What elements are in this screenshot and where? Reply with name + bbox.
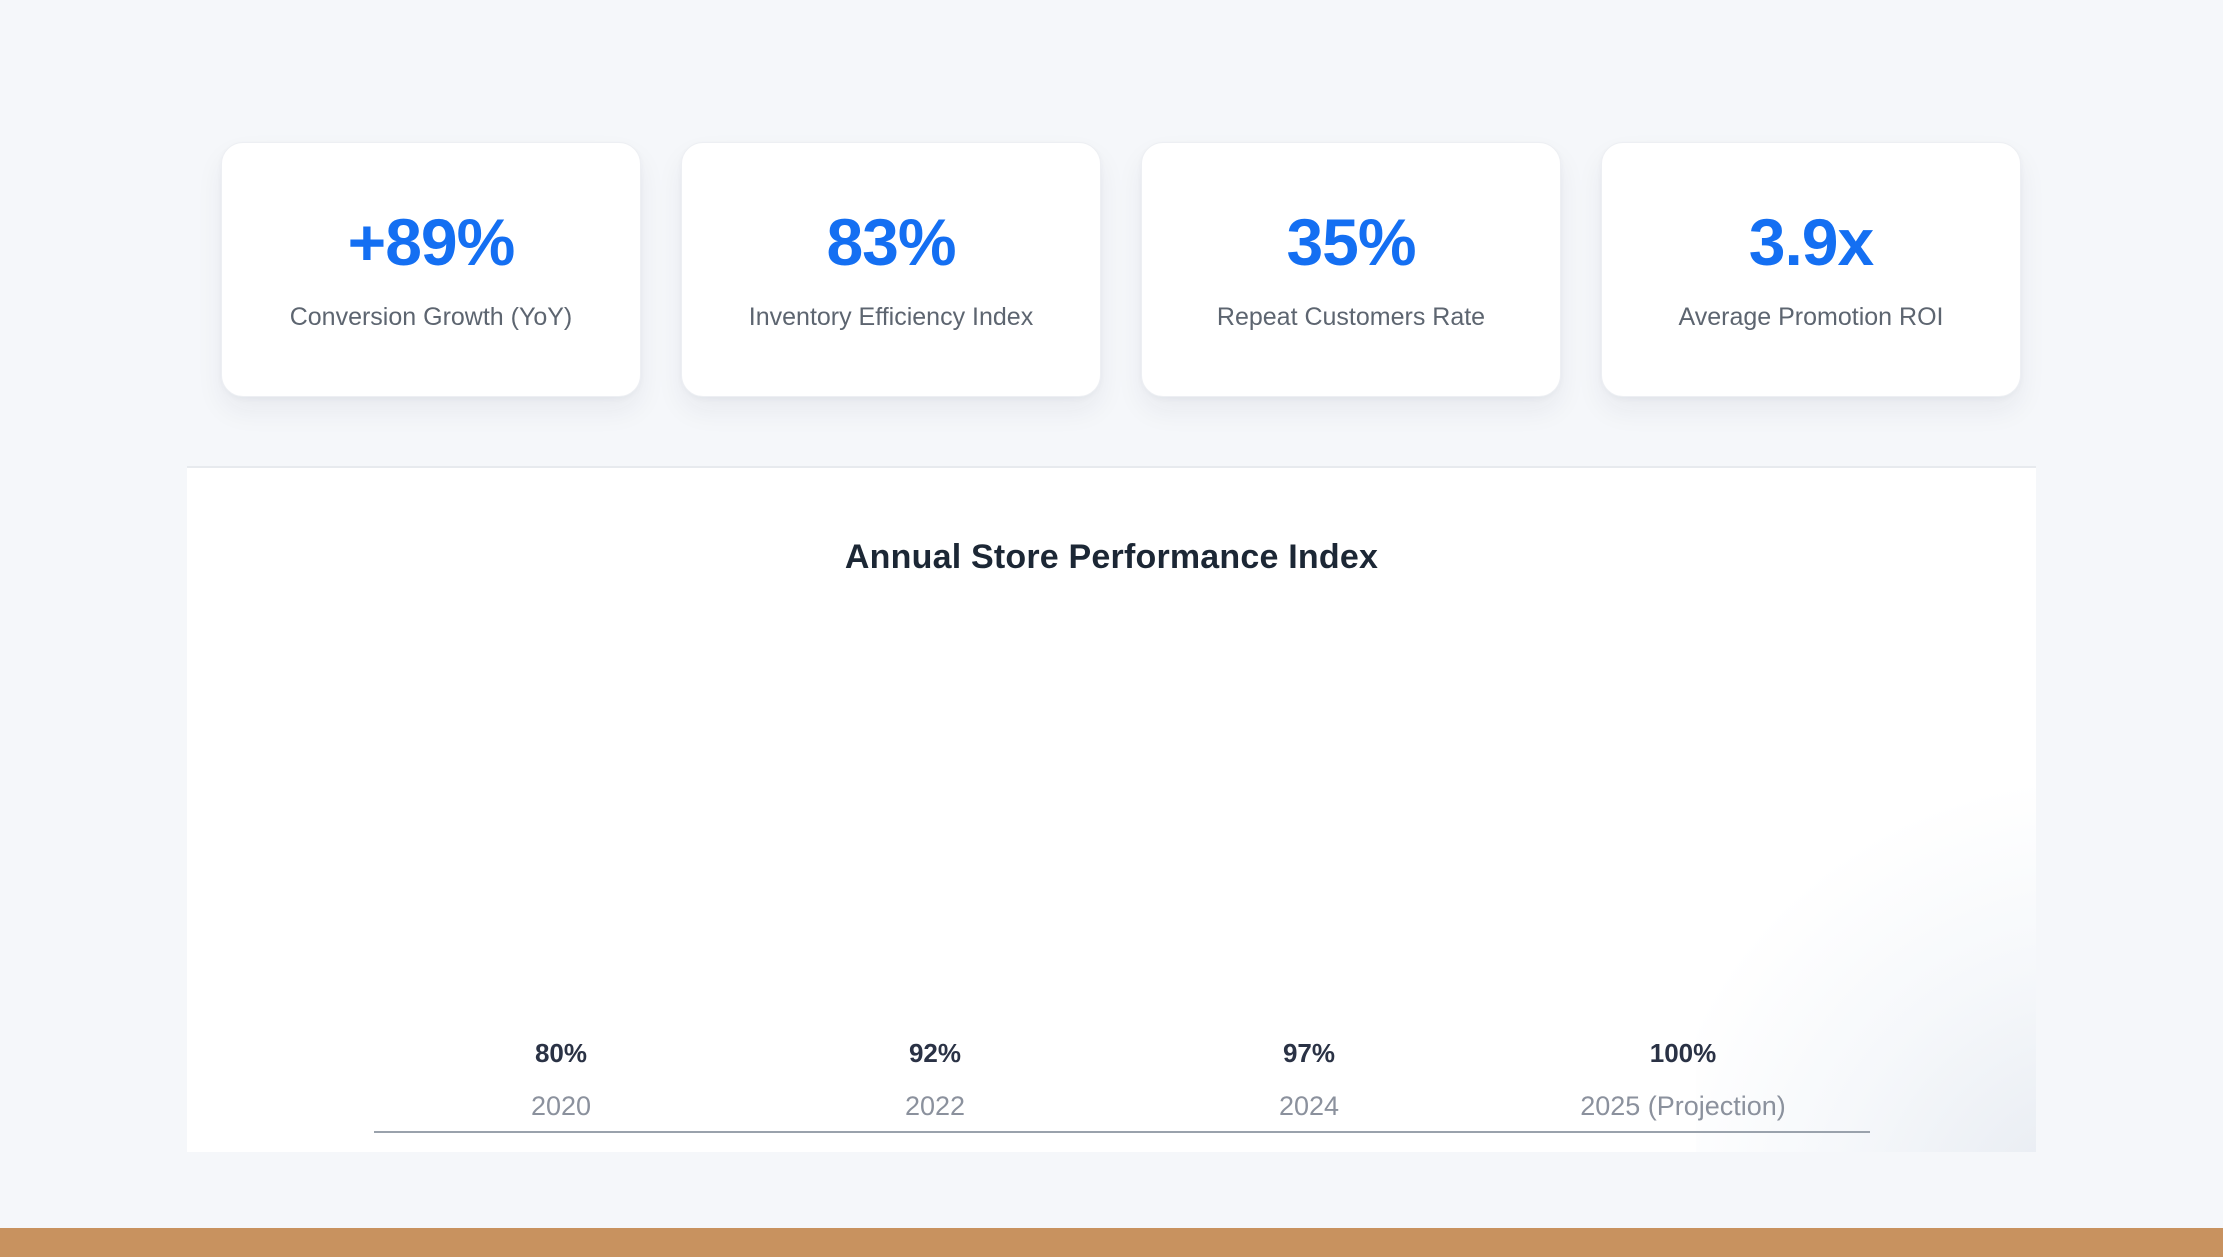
axis-tick-label: 2020 <box>530 1091 592 1121</box>
stat-card-inventory-efficiency: 83% Inventory Efficiency Index <box>681 142 1101 397</box>
chart-title: Annual Store Performance Index <box>844 538 1379 576</box>
stat-value: 35% <box>1286 205 1416 279</box>
axis-tick-label: 2024 <box>1278 1091 1340 1121</box>
stat-card-promotion-roi: 3.9x Average Promotion ROI <box>1601 142 2021 397</box>
chart-column-2025: 100% 2025 (Projection) <box>1496 1040 1870 1120</box>
kpi-stats-row: +89% Conversion Growth (YoY) 83% Invento… <box>221 142 2021 397</box>
stat-value: +89% <box>347 205 516 279</box>
stat-value: 83% <box>826 205 956 279</box>
stat-label: Average Promotion ROI <box>1678 303 1944 331</box>
chart-x-axis: 80% 2020 92% 2022 97% 2024 100% 2025 (Pr… <box>374 1040 1870 1133</box>
footer-accent-bar <box>0 1228 2223 1257</box>
axis-tick-label: 2022 <box>904 1091 966 1121</box>
bar-value-label: 92% <box>908 1038 962 1068</box>
stat-card-conversion-growth: +89% Conversion Growth (YoY) <box>221 142 641 397</box>
stat-value: 3.9x <box>1748 205 1874 279</box>
stat-label: Repeat Customers Rate <box>1216 303 1486 331</box>
chart-column-2020: 80% 2020 <box>374 1040 748 1120</box>
chart-column-2022: 92% 2022 <box>748 1040 1122 1120</box>
bar-value-label: 80% <box>534 1038 588 1068</box>
stat-label: Conversion Growth (YoY) <box>289 303 573 331</box>
stat-card-repeat-customers: 35% Repeat Customers Rate <box>1141 142 1561 397</box>
stat-label: Inventory Efficiency Index <box>748 303 1034 331</box>
axis-tick-label: 2025 (Projection) <box>1580 1091 1786 1121</box>
bar-value-label: 97% <box>1282 1038 1336 1068</box>
annual-performance-chart-panel: Annual Store Performance Index 80% 2020 … <box>187 466 2036 1152</box>
chart-column-2024: 97% 2024 <box>1122 1040 1496 1120</box>
bar-value-label: 100% <box>1649 1038 1717 1068</box>
